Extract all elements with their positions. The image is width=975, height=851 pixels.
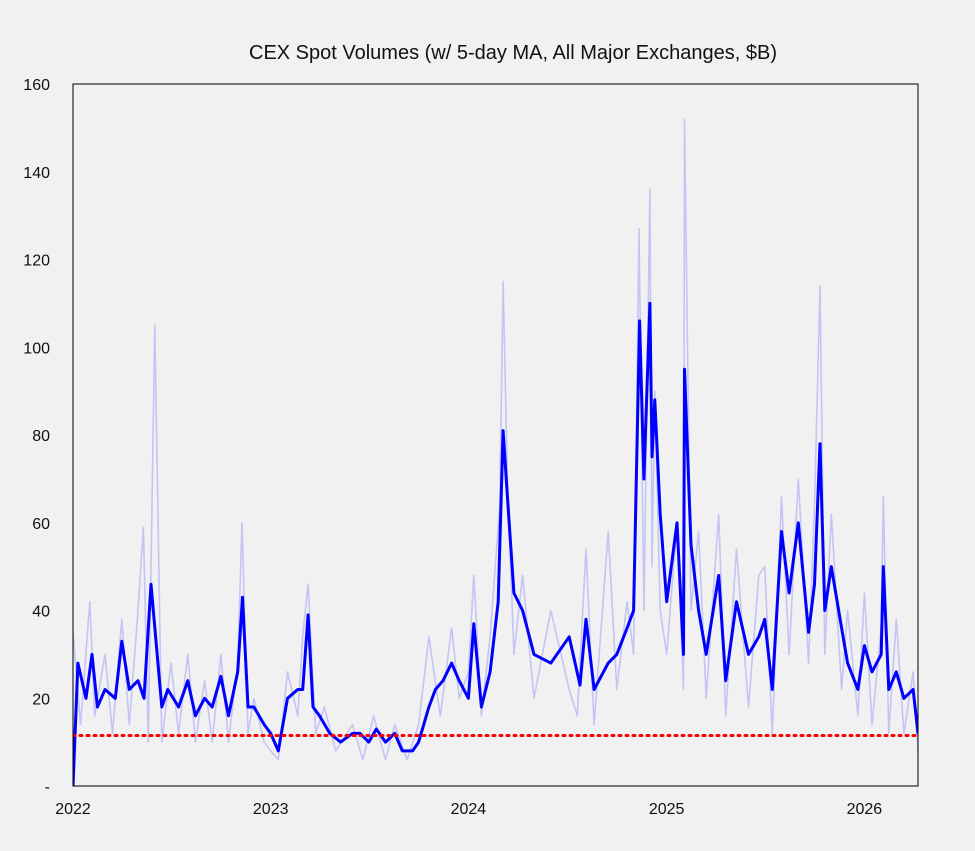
y-tick-label: 160 [23, 77, 50, 94]
y-tick-label: - [45, 779, 50, 796]
x-axis: 2022 2023 2024 2025 2026 [55, 801, 882, 818]
chart-title: CEX Spot Volumes (w/ 5-day MA, All Major… [249, 42, 777, 64]
y-tick-label: 20 [32, 691, 50, 708]
x-tick-label: 2022 [55, 801, 91, 818]
plot-area [73, 118, 918, 786]
y-tick-label: 40 [32, 604, 50, 621]
moving-average-line [73, 301, 918, 786]
y-tick-label: 100 [23, 340, 50, 357]
daily-volume-line [73, 118, 918, 761]
y-tick-label: 120 [23, 253, 50, 270]
x-tick-label: 2026 [847, 801, 883, 818]
y-tick-label: 80 [32, 428, 50, 445]
y-axis: - 20 40 60 80 100 120 140 160 [23, 77, 50, 796]
plot-frame [72, 83, 919, 787]
x-tick-label: 2024 [451, 801, 487, 818]
x-tick-label: 2025 [649, 801, 685, 818]
y-tick-label: 140 [23, 165, 50, 182]
y-tick-label: 60 [32, 516, 50, 533]
x-tick-label: 2023 [253, 801, 289, 818]
